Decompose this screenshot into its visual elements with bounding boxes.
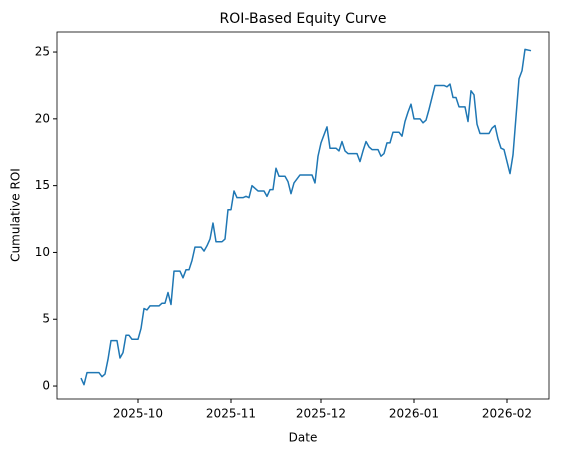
x-tick-label: 2026-01 <box>389 407 439 421</box>
y-axis-label: Cumulative ROI <box>9 168 23 262</box>
y-tick-label: 0 <box>42 379 50 393</box>
x-tick-label: 2025-11 <box>206 407 256 421</box>
x-tick-label: 2025-10 <box>113 407 163 421</box>
y-tick-label: 20 <box>35 111 50 125</box>
y-tick-label: 25 <box>35 45 50 59</box>
line <box>80 48 532 386</box>
plot-frame <box>56 31 550 400</box>
chart-title: ROI-Based Equity Curve <box>220 11 387 27</box>
y-tick-label: 15 <box>35 178 50 192</box>
y-tick-label: 10 <box>35 245 50 259</box>
x-tick-label: 2026-02 <box>482 407 532 421</box>
x-tick-label: 2025-12 <box>296 407 346 421</box>
y-tick-label: 5 <box>42 312 50 326</box>
x-axis-label: Date <box>289 431 318 445</box>
